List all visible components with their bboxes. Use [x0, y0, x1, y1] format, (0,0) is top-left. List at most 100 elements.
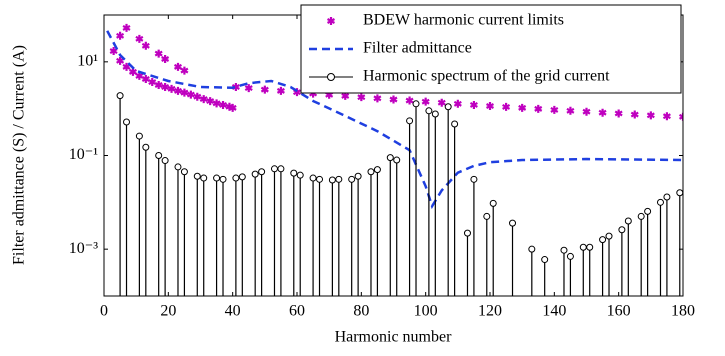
- stem-marker: [412, 100, 420, 108]
- stem-marker: [599, 236, 607, 244]
- asterisk-marker: [614, 109, 623, 118]
- stem-marker: [142, 143, 150, 151]
- y-axis-label: Filter admittance (S) / Current (A): [11, 45, 28, 265]
- x-tick-label: 80: [353, 303, 369, 320]
- stem-marker: [656, 198, 664, 206]
- stem-marker: [135, 132, 143, 140]
- asterisk-marker: [167, 84, 176, 93]
- stem-marker: [470, 175, 478, 183]
- asterisk-marker: [141, 74, 150, 83]
- stem-marker: [373, 166, 381, 174]
- stem-marker: [586, 243, 594, 251]
- line: [106, 30, 683, 210]
- stem-marker: [367, 168, 375, 176]
- asterisk-marker: [550, 105, 559, 114]
- stem-marker: [200, 174, 208, 182]
- asterisk-marker: [453, 99, 462, 108]
- x-tick-label: 160: [607, 303, 631, 320]
- asterisk-marker: [173, 62, 182, 71]
- asterisk-marker: [357, 93, 366, 102]
- stem-marker: [406, 117, 414, 125]
- stem-marker: [605, 232, 613, 240]
- asterisk-marker: [154, 81, 163, 90]
- stem-marker: [566, 252, 574, 260]
- asterisk-marker: [199, 95, 208, 104]
- stem-marker: [560, 246, 568, 254]
- asterisk-marker: [244, 84, 253, 93]
- stem-marker: [489, 199, 497, 207]
- stem-marker: [309, 174, 317, 182]
- asterisk-marker: [148, 78, 157, 87]
- stem-marker: [541, 256, 549, 264]
- asterisk-marker: [122, 23, 131, 32]
- asterisk-marker: [135, 71, 144, 80]
- asterisk-marker: [646, 111, 655, 120]
- asterisk-marker: [122, 62, 131, 71]
- stem-marker: [348, 175, 356, 183]
- x-tick-label: 120: [478, 303, 502, 320]
- stem-marker: [155, 152, 163, 159]
- x-tick-label: 40: [225, 303, 241, 320]
- asterisk-marker: [662, 112, 671, 121]
- stem-marker: [463, 229, 471, 237]
- stem-marker: [123, 118, 131, 126]
- stem-marker: [180, 168, 188, 176]
- asterisk-marker: [180, 66, 189, 75]
- asterisk-marker: [135, 34, 144, 43]
- y-tick-label: 10¹: [77, 53, 98, 70]
- asterisk-marker: [141, 41, 150, 50]
- stem-marker: [663, 193, 671, 201]
- asterisk-marker: [518, 103, 527, 112]
- asterisk-marker: [389, 95, 398, 104]
- asterisk-marker: [212, 99, 221, 108]
- stem-marker: [290, 169, 298, 177]
- stem-marker: [161, 157, 169, 165]
- x-tick-label: 180: [671, 303, 695, 320]
- legend-label: Harmonic spectrum of the grid current: [363, 68, 610, 85]
- stem-marker: [174, 163, 182, 171]
- stem-marker: [296, 171, 304, 179]
- stem-marker: [277, 165, 285, 173]
- stem-marker: [219, 175, 227, 183]
- stem-marker: [528, 245, 536, 253]
- stem-marker: [335, 175, 343, 183]
- asterisk-marker: [502, 102, 511, 111]
- legend-box: [300, 4, 682, 94]
- stem-marker: [213, 174, 221, 182]
- stem-marker: [316, 175, 324, 183]
- asterisk-marker: [206, 97, 215, 106]
- stem-marker: [618, 226, 626, 234]
- stem-marker: [116, 92, 124, 100]
- asterisk-marker: [469, 100, 478, 109]
- asterisk-marker: [161, 54, 170, 63]
- stem-marker: [238, 173, 246, 181]
- asterisk-marker: [405, 96, 414, 105]
- x-tick-label: 140: [542, 303, 566, 320]
- asterisk-marker: [173, 86, 182, 95]
- y-tick-label: 10⁻³: [69, 240, 98, 257]
- x-tick-label: 0: [100, 303, 108, 320]
- x-tick-label: 20: [160, 303, 176, 320]
- stem-marker: [386, 154, 394, 162]
- stem-marker: [451, 120, 459, 128]
- stem-marker: [354, 172, 362, 180]
- legend-label: Filter admittance: [363, 40, 472, 57]
- stem-marker: [431, 110, 439, 118]
- stem-marker: [251, 170, 259, 178]
- x-tick-label: 100: [414, 303, 438, 320]
- legend-label: BDEW harmonic current limits: [363, 12, 564, 29]
- asterisk-marker: [630, 110, 639, 119]
- asterisk-marker: [260, 85, 269, 94]
- asterisk-marker: [437, 98, 446, 107]
- stem-marker: [624, 217, 632, 225]
- asterisk-marker: [678, 112, 683, 121]
- stem-marker: [270, 165, 278, 173]
- stem-marker: [258, 168, 266, 176]
- asterisk-marker: [566, 106, 575, 115]
- asterisk-marker: [154, 49, 163, 58]
- asterisk-marker: [186, 90, 195, 99]
- asterisk-marker: [228, 103, 237, 112]
- asterisk-marker: [116, 31, 125, 40]
- asterisk-marker: [180, 88, 189, 97]
- stem-marker: [425, 107, 433, 115]
